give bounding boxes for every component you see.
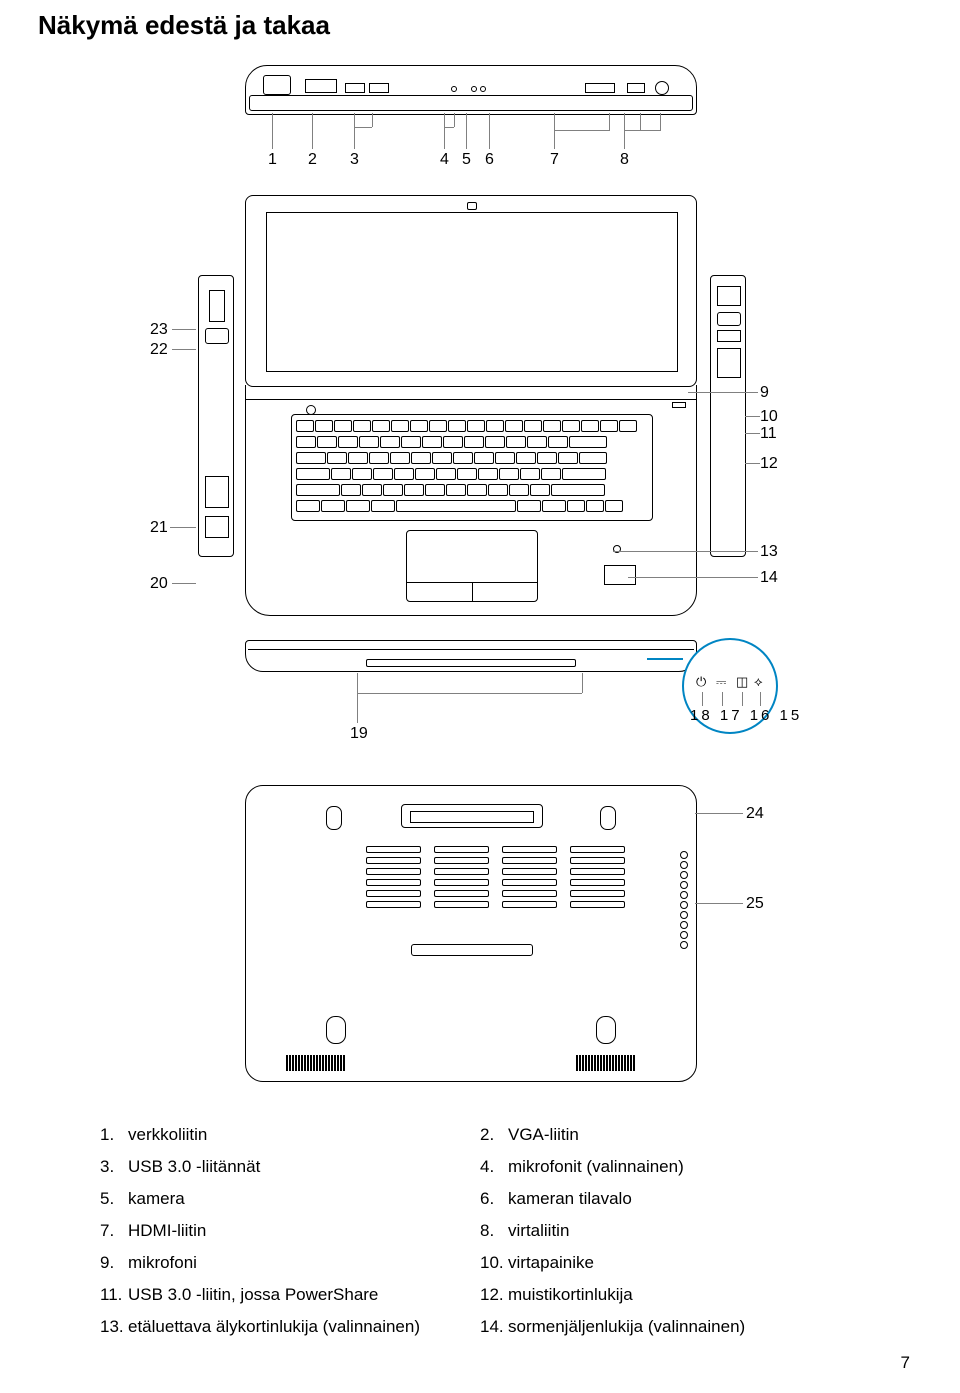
callout-20: 20 [150, 575, 168, 593]
legend-item: 11.USB 3.0 -liitin, jossa PowerShare [100, 1285, 480, 1305]
legend-item: 4.mikrofonit (valinnainen) [480, 1157, 860, 1177]
legend-item: 2.VGA-liitin [480, 1125, 860, 1145]
callout-22: 22 [150, 341, 168, 359]
front-view [245, 640, 695, 674]
document-page: Näkymä edestä ja takaa 1 2 3 4 5 6 7 8 [0, 0, 960, 1393]
legend-item: 14.sormenjäljenlukija (valinnainen) [480, 1317, 860, 1337]
legend-item: 5.kamera [100, 1189, 480, 1209]
left-side-view [198, 275, 234, 557]
callout-7: 7 [550, 151, 559, 169]
callout-4: 4 [440, 151, 449, 169]
callout-3: 3 [350, 151, 359, 169]
callout-10: 10 [760, 408, 778, 426]
callout-11: 11 [760, 425, 777, 443]
callout-24: 24 [746, 805, 764, 823]
callout-23: 23 [150, 321, 168, 339]
right-side-view [710, 275, 746, 557]
legend-item: 8.virtaliitin [480, 1221, 860, 1241]
callout-6: 6 [485, 151, 494, 169]
callout-2: 2 [308, 151, 317, 169]
callout-19: 19 [350, 725, 368, 743]
legend-item: 1.verkkoliitin [100, 1125, 480, 1145]
callout-12: 12 [760, 455, 778, 473]
legend: 1.verkkoliitin 2.VGA-liitin 3.USB 3.0 -l… [100, 1125, 860, 1337]
callout-9: 9 [760, 384, 769, 402]
page-title: Näkymä edestä ja takaa [38, 10, 330, 41]
callout-21: 21 [150, 519, 168, 537]
legend-item: 7.HDMI-liitin [100, 1221, 480, 1241]
callout-14: 14 [760, 569, 778, 587]
legend-item: 12.muistikortinlukija [480, 1285, 860, 1305]
callout-indicators: 18 17 16 15 [690, 707, 802, 724]
callout-8: 8 [620, 151, 629, 169]
legend-item: 13.etäluettava älykortinlukija (valinnai… [100, 1317, 480, 1337]
legend-item: 3.USB 3.0 -liitännät [100, 1157, 480, 1177]
laptop-diagram: 1 2 3 4 5 6 7 8 [150, 65, 810, 1095]
callout-5: 5 [462, 151, 471, 169]
legend-item: 9.mikrofoni [100, 1253, 480, 1273]
bottom-view [245, 785, 695, 1080]
top-view [245, 195, 695, 615]
callout-25: 25 [746, 895, 764, 913]
legend-item: 10.virtapainike [480, 1253, 860, 1273]
legend-item: 6.kameran tilavalo [480, 1189, 860, 1209]
callout-13: 13 [760, 543, 778, 561]
callout-1: 1 [268, 151, 277, 169]
page-number: 7 [901, 1353, 910, 1373]
